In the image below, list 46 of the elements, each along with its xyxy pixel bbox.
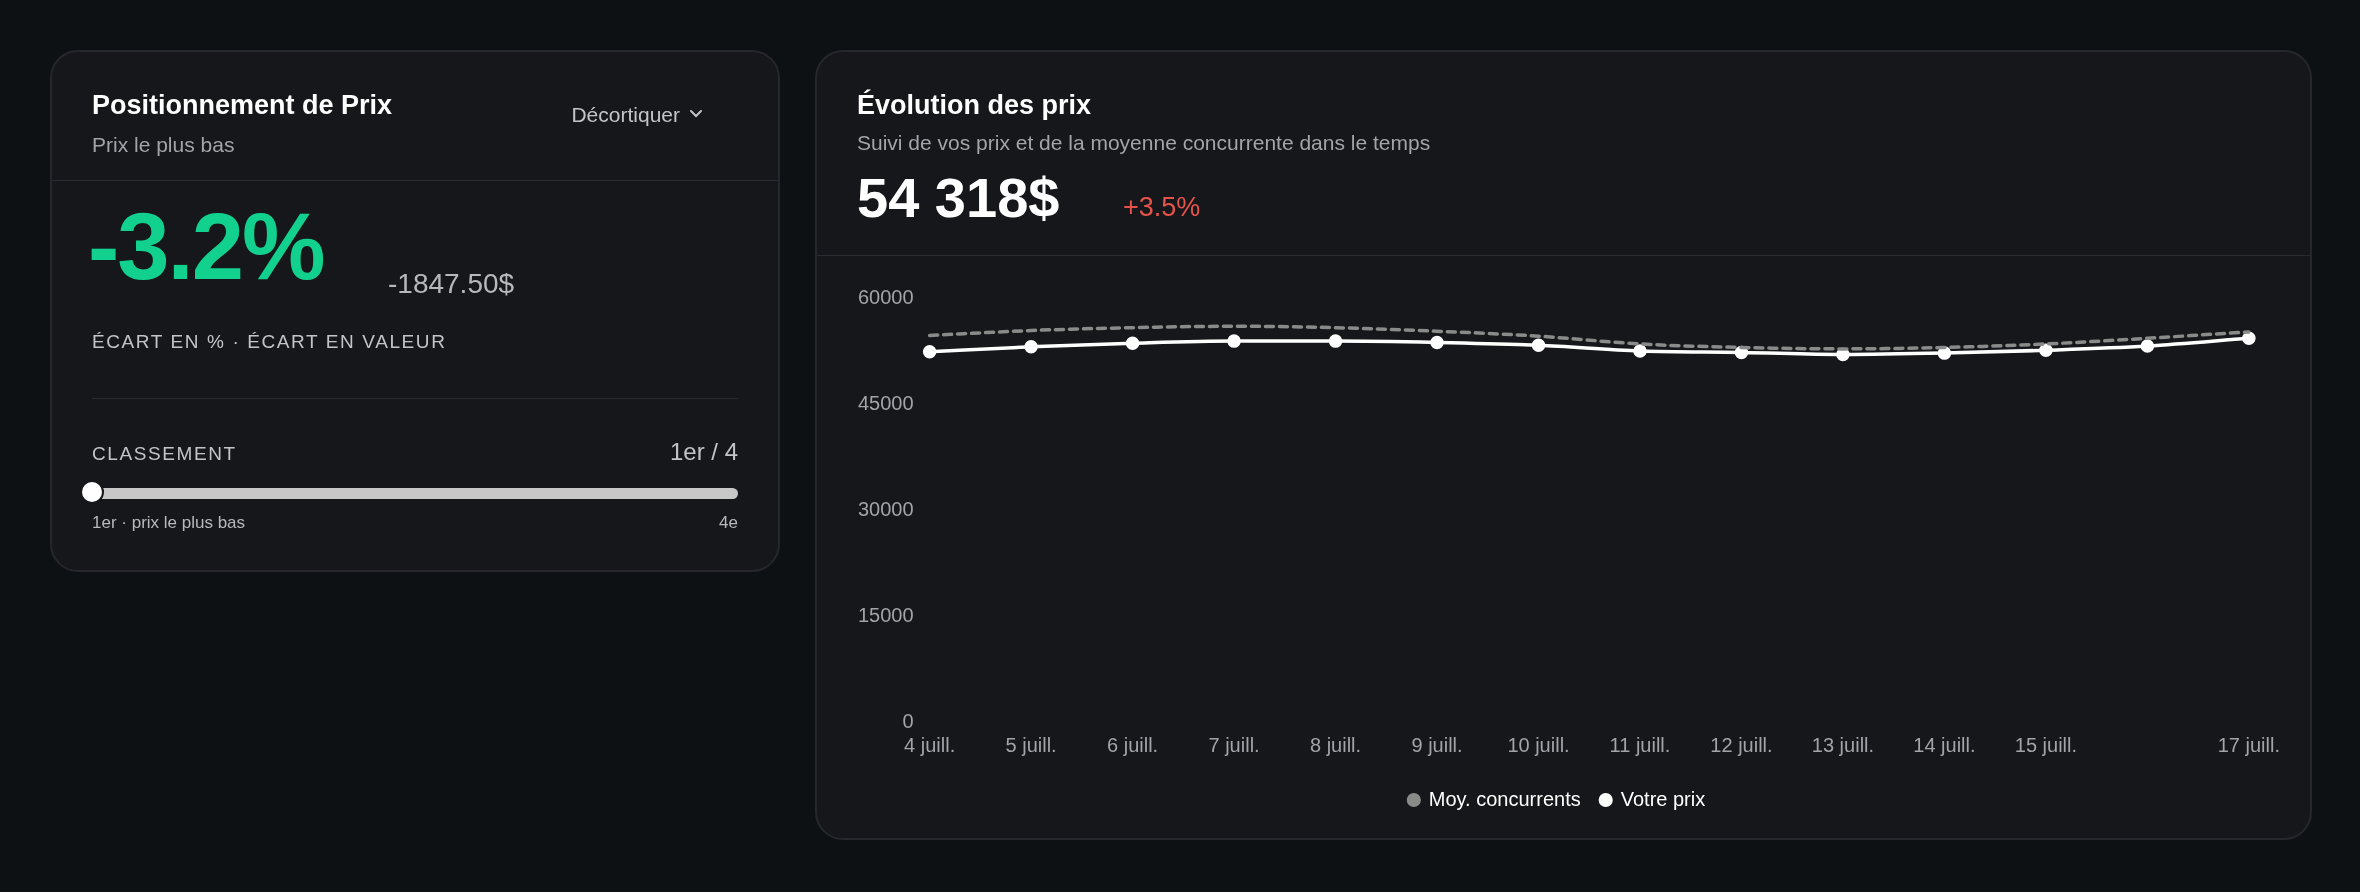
y-tick-label: 60000 xyxy=(857,285,914,308)
legend-label: Moy. concurrents xyxy=(1428,787,1581,810)
text: 1er / 4 xyxy=(669,438,738,465)
point xyxy=(1328,334,1343,348)
text: 1er · prix le plus bas xyxy=(92,513,246,532)
text: Décortiquer xyxy=(571,103,680,126)
x-tick-label: 14 juill. xyxy=(1913,733,1976,756)
text: -1847.50$ xyxy=(388,268,515,299)
point xyxy=(922,344,937,359)
x-tick-label: 4 juill. xyxy=(904,733,956,756)
x-tick-label: 7 juill. xyxy=(1208,733,1260,756)
legend-label: Votre prix xyxy=(1620,787,1706,810)
point xyxy=(1531,338,1546,353)
point xyxy=(1633,344,1647,358)
point xyxy=(1430,335,1444,350)
x-tick-label: 5 juill. xyxy=(1005,733,1057,756)
text: Prix le plus bas xyxy=(92,133,235,156)
x-tick-label: 15 juill. xyxy=(2014,733,2078,756)
x-tick-label: 13 juill. xyxy=(1811,733,1875,756)
point xyxy=(1125,336,1140,350)
point xyxy=(1227,334,1241,348)
text: 54 318$ xyxy=(857,166,1060,229)
text: CLASSEMENT xyxy=(92,443,237,464)
x-tick-label: 12 juill. xyxy=(1710,733,1773,756)
chart-title: Évolution des prix xyxy=(857,90,1092,120)
text: 4e xyxy=(719,513,738,532)
x-tick-label: 11 juill. xyxy=(1609,733,1671,756)
y-tick-label: 0 xyxy=(902,709,914,732)
chart-subtitle: Suivi de vos prix et de la moyenne concurrente dans le temps xyxy=(857,131,1431,154)
point xyxy=(1024,340,1038,354)
point xyxy=(2242,331,2256,346)
text: ÉCART EN % · ÉCART EN VALEUR xyxy=(92,331,447,352)
x-tick-label: 9 juill. xyxy=(1411,733,1463,756)
x-tick-label: 10 juill. xyxy=(1507,733,1570,756)
x-tick-label: 17 juill. xyxy=(2217,733,2280,756)
text: +3.5% xyxy=(1123,192,1201,222)
y-tick-label: 15000 xyxy=(857,603,914,626)
y-tick-label: 45000 xyxy=(857,391,914,414)
point xyxy=(1937,346,1952,360)
text: Positionnement de Prix xyxy=(92,90,393,120)
y-tick-label: 30000 xyxy=(857,497,914,520)
x-tick-label: 8 juill. xyxy=(1309,733,1362,756)
text: -3.2% xyxy=(88,194,324,299)
x-tick-label: 6 juill. xyxy=(1107,733,1159,756)
point xyxy=(2039,343,2053,358)
point xyxy=(2140,339,2155,353)
